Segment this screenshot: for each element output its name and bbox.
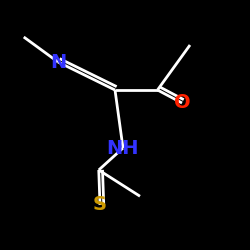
Text: N: N (50, 52, 66, 72)
Text: NH: NH (107, 138, 139, 158)
Text: S: S (93, 196, 107, 214)
Text: O: O (174, 94, 190, 112)
